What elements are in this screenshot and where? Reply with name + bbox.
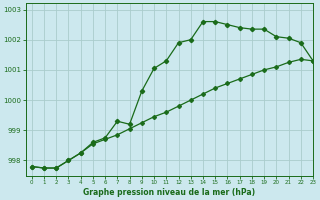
X-axis label: Graphe pression niveau de la mer (hPa): Graphe pression niveau de la mer (hPa) [83,188,255,197]
